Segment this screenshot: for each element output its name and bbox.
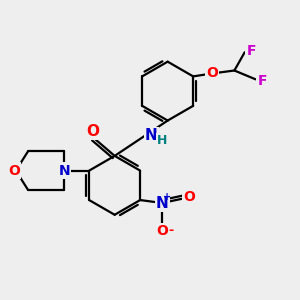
Text: -: - — [168, 224, 173, 237]
Text: F: F — [257, 74, 267, 88]
Text: O: O — [8, 164, 20, 178]
Text: +: + — [164, 191, 172, 202]
Text: H: H — [157, 134, 168, 147]
Text: F: F — [246, 44, 256, 58]
Text: O: O — [183, 190, 195, 204]
Text: O: O — [206, 66, 218, 80]
Text: O: O — [156, 224, 168, 238]
Text: O: O — [86, 124, 99, 139]
Text: N: N — [58, 164, 70, 178]
Text: N: N — [145, 128, 158, 143]
Text: N: N — [156, 196, 169, 211]
